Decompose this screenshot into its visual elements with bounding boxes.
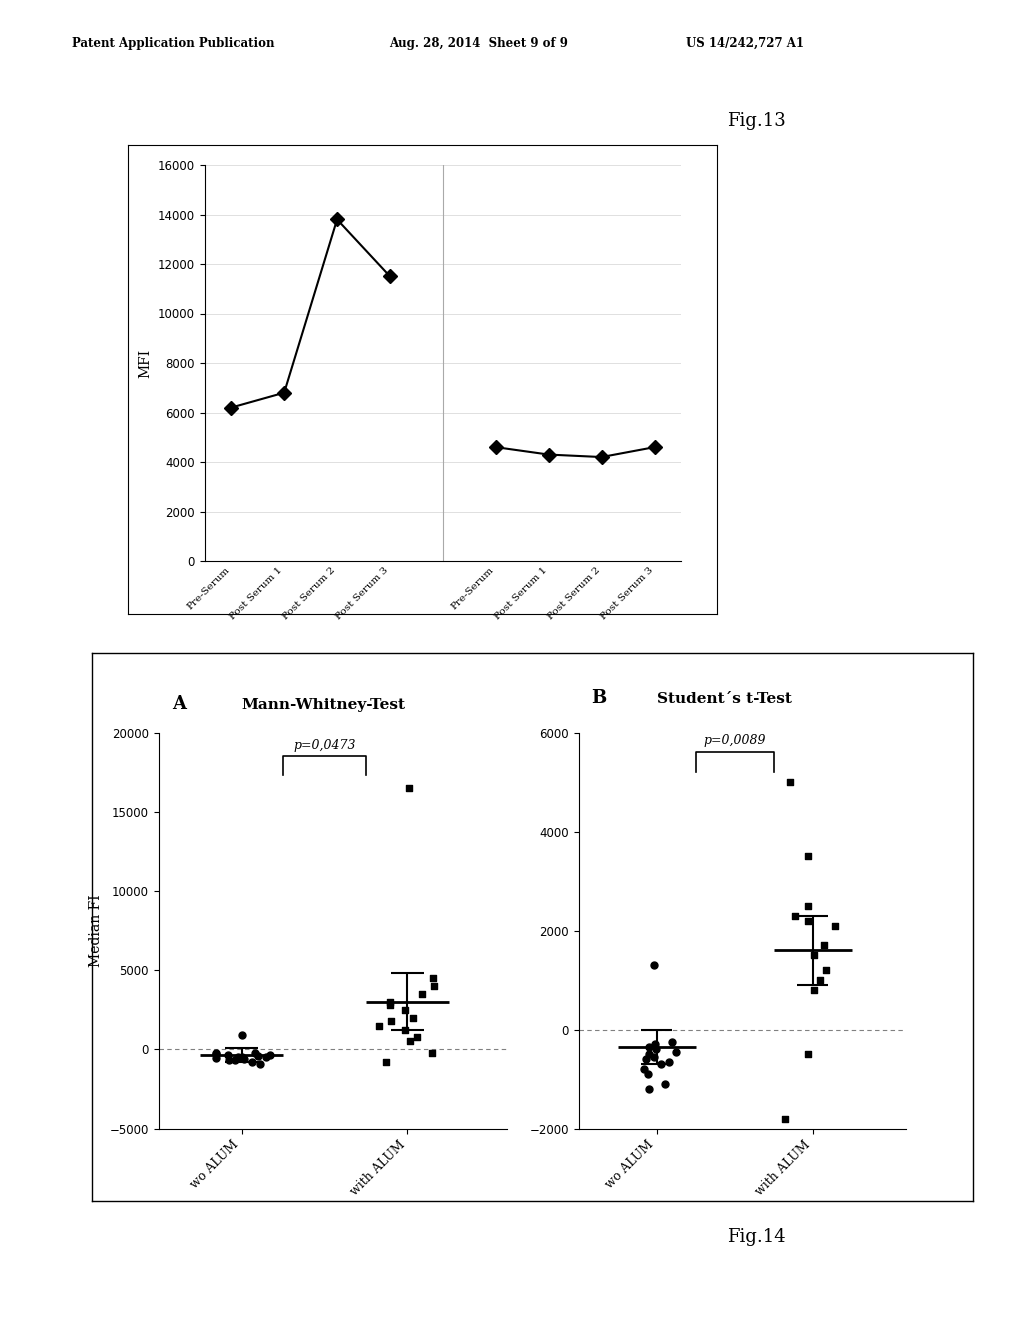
Text: B: B <box>591 689 606 708</box>
Text: Aug. 28, 2014  Sheet 9 of 9: Aug. 28, 2014 Sheet 9 of 9 <box>389 37 568 50</box>
Point <box>641 1044 657 1065</box>
Point <box>247 1041 263 1063</box>
Text: Fig.13: Fig.13 <box>727 112 785 131</box>
Point <box>800 1044 816 1065</box>
Text: Student´s t-Test: Student´s t-Test <box>656 692 792 706</box>
Point <box>786 906 803 927</box>
Point <box>657 1073 674 1094</box>
Point <box>806 979 822 1001</box>
Point <box>776 1109 793 1130</box>
Point <box>406 1007 422 1028</box>
Point <box>226 1049 243 1071</box>
Point <box>414 983 430 1005</box>
Point <box>425 968 441 989</box>
Point <box>229 1047 246 1068</box>
Point <box>800 846 816 867</box>
Y-axis label: Median FI: Median FI <box>89 894 102 968</box>
Point <box>219 1045 236 1067</box>
Point <box>410 1026 426 1047</box>
Point <box>262 1044 279 1065</box>
Text: p=0,0473: p=0,0473 <box>293 739 355 751</box>
Point <box>652 1053 669 1074</box>
Point <box>371 1015 387 1036</box>
Point <box>252 1053 268 1074</box>
Point <box>244 1052 260 1073</box>
Text: Patient A: Patient A <box>279 655 343 668</box>
Text: A: A <box>172 694 186 713</box>
Point <box>668 1041 684 1063</box>
Point <box>801 895 817 916</box>
Point <box>258 1047 274 1068</box>
Point <box>664 1031 680 1052</box>
Point <box>812 969 828 990</box>
Y-axis label: MFI: MFI <box>138 348 153 378</box>
Point <box>402 1031 419 1052</box>
Point <box>827 915 844 936</box>
Text: Patent Application Publication: Patent Application Publication <box>72 37 274 50</box>
Point <box>208 1044 224 1065</box>
Point <box>638 1048 654 1069</box>
Point <box>250 1045 266 1067</box>
Text: US 14/242,727 A1: US 14/242,727 A1 <box>686 37 804 50</box>
Point <box>400 777 417 799</box>
Point <box>641 1036 657 1057</box>
Point <box>208 1043 224 1064</box>
Point <box>221 1049 238 1071</box>
Text: Fig.14: Fig.14 <box>727 1228 785 1246</box>
Point <box>816 935 833 956</box>
Point <box>377 1052 393 1073</box>
Point <box>426 975 442 997</box>
Text: Mann-Whitney-Test: Mann-Whitney-Test <box>242 698 406 711</box>
Point <box>647 1034 664 1055</box>
Text: Patient B: Patient B <box>543 655 608 668</box>
Point <box>800 911 816 932</box>
Point <box>396 999 413 1020</box>
Point <box>382 991 398 1012</box>
Point <box>397 1020 414 1041</box>
Point <box>424 1041 440 1063</box>
Point <box>236 1048 252 1069</box>
Point <box>781 771 798 792</box>
Point <box>208 1048 224 1069</box>
Point <box>233 1024 250 1045</box>
Point <box>806 945 822 966</box>
Text: p=0,0089: p=0,0089 <box>703 734 766 747</box>
Point <box>648 1039 665 1060</box>
Point <box>660 1051 677 1072</box>
Point <box>636 1059 652 1080</box>
Point <box>382 994 398 1015</box>
Point <box>646 1047 663 1068</box>
Point <box>383 1010 399 1031</box>
Point <box>640 1064 656 1085</box>
Point <box>646 954 663 975</box>
Point <box>641 1078 657 1100</box>
Point <box>233 1045 250 1067</box>
Point <box>818 960 835 981</box>
